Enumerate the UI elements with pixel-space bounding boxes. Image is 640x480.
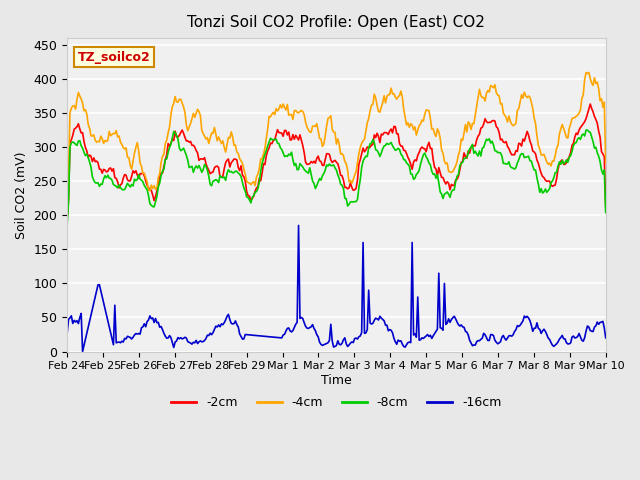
-16cm [602, 335, 609, 341]
-16cm [294, 223, 302, 228]
-4cm [438, 147, 445, 153]
-16cm [424, 332, 431, 337]
Y-axis label: Soil CO2 (mV): Soil CO2 (mV) [15, 151, 28, 239]
-2cm [602, 204, 609, 210]
-8cm [438, 191, 445, 197]
Line: -8cm: -8cm [67, 130, 605, 226]
Line: -16cm: -16cm [67, 226, 605, 351]
-2cm [111, 175, 118, 180]
-8cm [582, 127, 590, 133]
-4cm [76, 93, 84, 99]
-8cm [421, 150, 429, 156]
-16cm [440, 280, 448, 286]
-16cm [76, 315, 84, 321]
-2cm [76, 126, 84, 132]
-4cm [348, 180, 356, 186]
-2cm [421, 146, 429, 152]
-8cm [76, 138, 84, 144]
-4cm [602, 160, 609, 166]
-4cm [585, 70, 593, 75]
Line: -4cm: -4cm [67, 72, 605, 219]
-2cm [586, 101, 594, 107]
-16cm [286, 328, 294, 334]
-4cm [421, 111, 429, 117]
-8cm [602, 210, 609, 216]
-8cm [348, 199, 356, 204]
-2cm [348, 185, 356, 191]
-2cm [285, 129, 292, 135]
-8cm [111, 182, 118, 188]
-4cm [285, 112, 292, 118]
-2cm [63, 216, 71, 222]
-16cm [351, 336, 358, 341]
-16cm [79, 348, 86, 354]
X-axis label: Time: Time [321, 374, 352, 387]
-8cm [63, 223, 71, 228]
Line: -2cm: -2cm [67, 104, 605, 219]
-16cm [113, 340, 120, 346]
-2cm [438, 174, 445, 180]
-4cm [111, 131, 118, 137]
-16cm [63, 330, 71, 336]
Legend: -2cm, -4cm, -8cm, -16cm: -2cm, -4cm, -8cm, -16cm [166, 391, 506, 414]
Text: TZ_soilco2: TZ_soilco2 [78, 51, 150, 64]
Title: Tonzi Soil CO2 Profile: Open (East) CO2: Tonzi Soil CO2 Profile: Open (East) CO2 [188, 15, 485, 30]
-4cm [63, 216, 71, 222]
-8cm [285, 151, 292, 157]
